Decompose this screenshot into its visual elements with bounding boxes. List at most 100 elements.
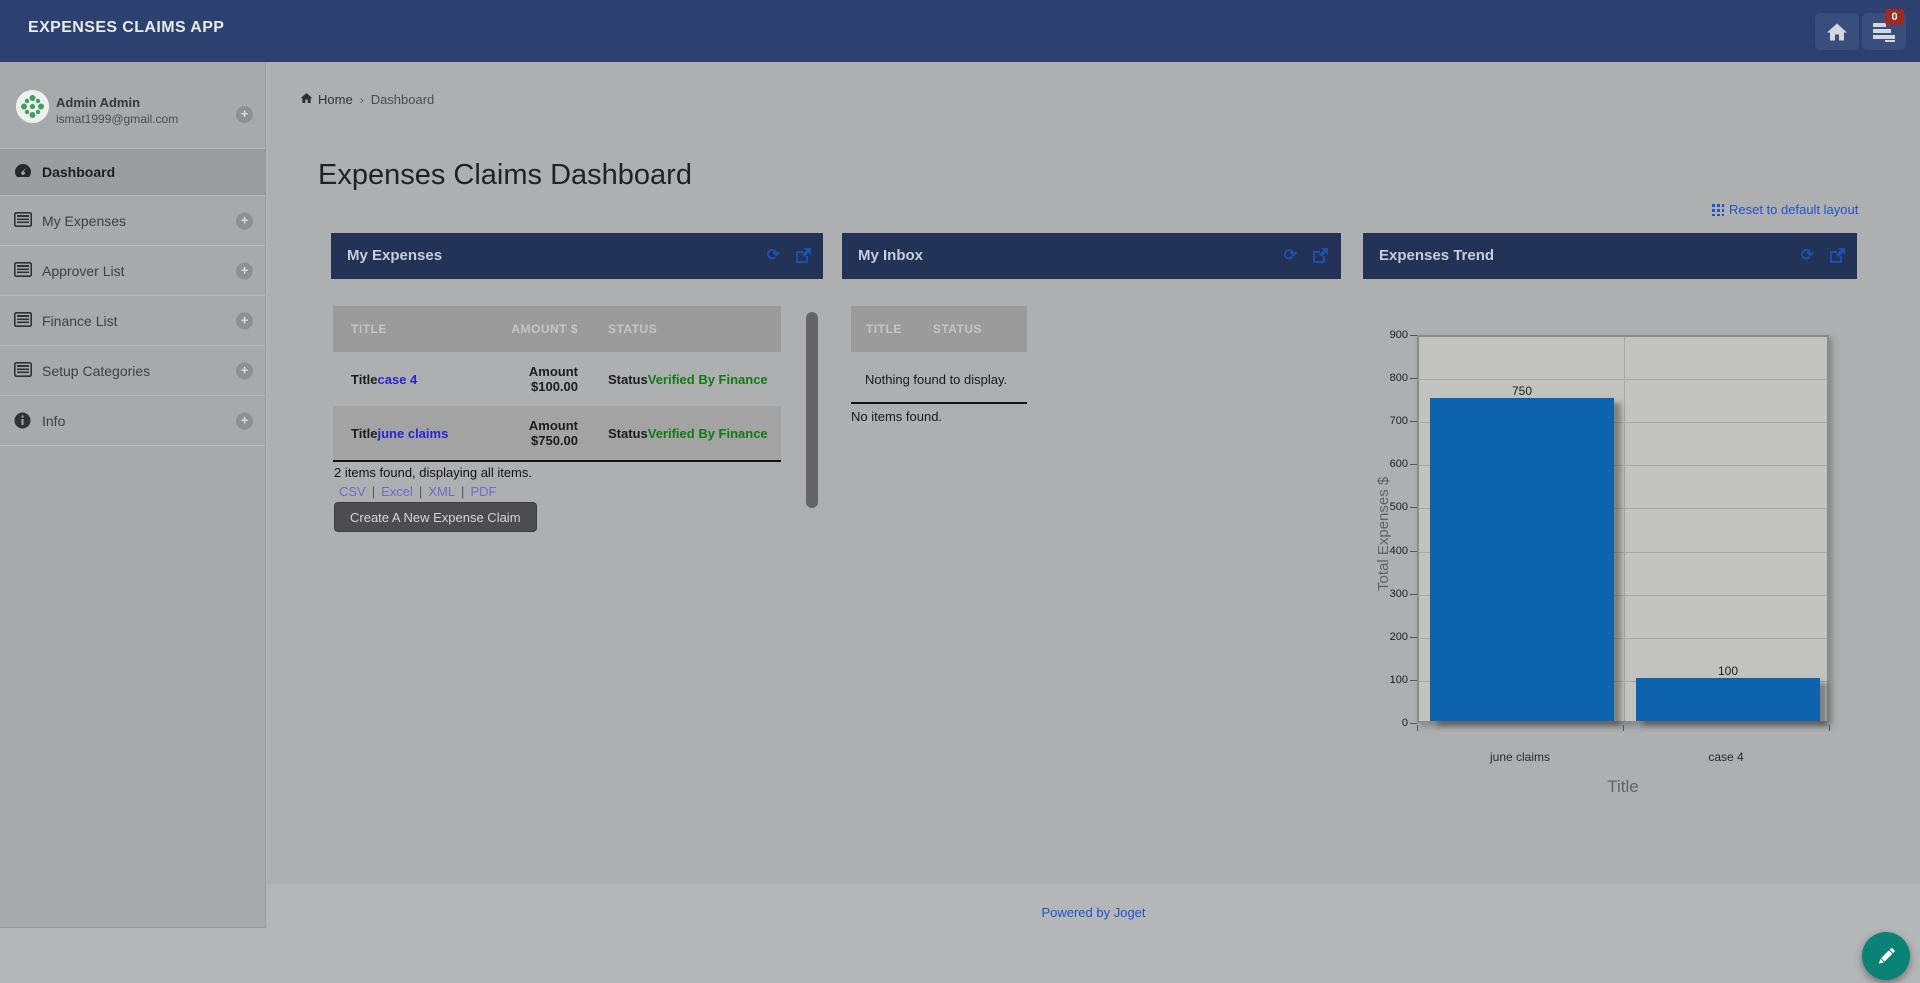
sidebar-item-label: My Expenses bbox=[42, 212, 127, 229]
breadcrumb-home-link[interactable]: Home bbox=[300, 92, 353, 107]
sidebar-item-info[interactable]: Info + bbox=[0, 396, 265, 446]
table-summary: 2 items found, displaying all items. bbox=[334, 465, 532, 480]
panel-expenses-trend-header[interactable]: Expenses Trend ⟳ bbox=[1363, 233, 1857, 279]
y-axis-title: Total Expenses $ bbox=[1375, 476, 1392, 591]
y-tick-label: 300 bbox=[1389, 587, 1408, 600]
export-link-xml[interactable]: XML bbox=[428, 484, 456, 499]
powered-by-link[interactable]: Powered by Joget bbox=[1041, 905, 1146, 920]
sidebar-menu: Dashboard My Expenses + Approver List + Finan… bbox=[0, 149, 265, 446]
avatar bbox=[16, 90, 49, 123]
list-icon bbox=[14, 361, 32, 380]
app-title: EXPENSES CLAIMS APP bbox=[28, 19, 225, 36]
sidebar-item-label: Info bbox=[42, 412, 66, 429]
chevron-right-icon: › bbox=[359, 92, 364, 107]
panel-my-inbox-header[interactable]: My Inbox ⟳ bbox=[842, 233, 1341, 279]
expand-plus-icon[interactable]: + bbox=[236, 312, 253, 329]
sidebar-item-dashboard[interactable]: Dashboard bbox=[0, 149, 265, 196]
cell-amount-prefix: Amount bbox=[528, 364, 578, 379]
sidebar-item-my-expenses[interactable]: My Expenses + bbox=[0, 196, 265, 246]
separator: | bbox=[418, 484, 423, 499]
y-tick-label: 600 bbox=[1389, 458, 1408, 471]
y-tick-mark bbox=[1410, 550, 1417, 552]
panel-title: My Expenses bbox=[347, 247, 443, 264]
panel-my-expenses-header[interactable]: My Expenses ⟳ bbox=[331, 233, 823, 279]
refresh-icon[interactable]: ⟳ bbox=[1283, 247, 1298, 264]
page-title: Expenses Claims Dashboard bbox=[318, 159, 692, 191]
user-expand-plus-icon[interactable]: + bbox=[236, 106, 253, 123]
gridline bbox=[1419, 508, 1827, 510]
sidebar-item-finance-list[interactable]: Finance List + bbox=[0, 296, 265, 346]
y-tick-label: 0 bbox=[1401, 717, 1408, 729]
refresh-icon[interactable]: ⟳ bbox=[766, 247, 781, 264]
gridline bbox=[1419, 637, 1827, 639]
y-tick-label: 100 bbox=[1389, 673, 1408, 686]
breadcrumb-current: Dashboard bbox=[370, 92, 435, 107]
record-link[interactable]: case 4 bbox=[377, 371, 418, 387]
y-tick-mark bbox=[1410, 679, 1417, 681]
bar-june-claims[interactable] bbox=[1430, 397, 1614, 721]
separator: | bbox=[371, 484, 376, 499]
expand-plus-icon[interactable]: + bbox=[236, 412, 253, 429]
amount-value: $100.00 bbox=[531, 379, 578, 394]
bar-case-4[interactable] bbox=[1636, 677, 1820, 721]
home-button[interactable] bbox=[1815, 13, 1859, 50]
gridline bbox=[1419, 594, 1827, 596]
sidebar-item-approver-list[interactable]: Approver List + bbox=[0, 246, 265, 296]
table-row[interactable]: Titlecase 4 Amount $100.00 StatusVerified … bbox=[333, 352, 781, 406]
column-header-title[interactable]: TITLE bbox=[866, 322, 902, 336]
edit-panel-icon[interactable] bbox=[1312, 247, 1329, 264]
export-link-csv[interactable]: CSV bbox=[339, 484, 366, 499]
reset-layout-link[interactable]: Reset to default layout bbox=[1712, 202, 1858, 217]
table-row[interactable]: Titlejune claims Amount $750.00 StatusVeri… bbox=[333, 406, 781, 462]
expand-plus-icon[interactable]: + bbox=[236, 362, 253, 379]
record-link[interactable]: june claims bbox=[377, 425, 449, 441]
y-tick-mark bbox=[1410, 335, 1417, 336]
gridline bbox=[1419, 551, 1827, 553]
breadcrumb: Home › Dashboard bbox=[300, 92, 434, 107]
cell-status-prefix: Status bbox=[608, 371, 648, 387]
y-tick-label: 900 bbox=[1389, 329, 1408, 341]
edit-panel-icon[interactable] bbox=[1829, 247, 1846, 264]
cell-status-prefix: Status bbox=[608, 425, 648, 441]
create-expense-button[interactable]: Create A New Expense Claim bbox=[334, 502, 537, 532]
user-name: Admin Admin bbox=[56, 95, 141, 110]
y-tick-mark bbox=[1410, 507, 1417, 509]
sidebar-item-label: Setup Categories bbox=[42, 362, 151, 379]
cell-amount: Amount $100.00 bbox=[483, 364, 578, 394]
column-header-amount-[interactable]: AMOUNT $ bbox=[511, 322, 578, 336]
y-tick-mark bbox=[1410, 421, 1417, 423]
expand-plus-icon[interactable]: + bbox=[236, 262, 253, 279]
footer: Powered by Joget bbox=[267, 905, 1920, 920]
cell-status: StatusVerified By Finance bbox=[578, 426, 781, 441]
status-value: Verified By Finance bbox=[647, 371, 768, 387]
sidebar-user-section[interactable]: Admin Admin ismat1999@gmail.com + bbox=[0, 62, 265, 149]
cell-title-prefix: Title bbox=[351, 425, 378, 441]
sidebar-item-setup-categories[interactable]: Setup Categories + bbox=[0, 346, 265, 396]
panel-scrollbar[interactable] bbox=[806, 312, 818, 508]
refresh-icon[interactable]: ⟳ bbox=[1800, 247, 1815, 264]
sidebar: Admin Admin ismat1999@gmail.com + Dashbo… bbox=[0, 62, 266, 928]
column-header-title[interactable]: TITLE bbox=[351, 322, 387, 336]
export-link-excel[interactable]: Excel bbox=[381, 484, 413, 499]
expenses-table-header: TITLE AMOUNT $ STATUS bbox=[333, 306, 781, 352]
panel-my-inbox: My Inbox ⟳ TITLE STATUS Nothing found to … bbox=[842, 233, 1341, 493]
inbox-table-header: TITLE STATUS bbox=[851, 306, 1027, 352]
cell-amount: Amount $750.00 bbox=[483, 418, 578, 448]
edit-panel-icon[interactable] bbox=[795, 247, 812, 264]
expand-plus-icon[interactable]: + bbox=[236, 212, 253, 229]
home-icon bbox=[300, 92, 313, 107]
y-tick-mark bbox=[1410, 723, 1417, 724]
column-header-status[interactable]: STATUS bbox=[608, 322, 658, 336]
column-header-status[interactable]: STATUS bbox=[932, 322, 983, 336]
edit-dashboard-fab[interactable] bbox=[1862, 932, 1910, 980]
top-navbar: EXPENSES CLAIMS APP 0 bbox=[0, 0, 1920, 62]
export-link-pdf[interactable]: PDF bbox=[470, 484, 497, 499]
cell-status: StatusVerified By Finance bbox=[578, 372, 781, 387]
y-tick-label: 400 bbox=[1389, 544, 1408, 557]
user-email: ismat1999@gmail.com bbox=[56, 112, 179, 126]
y-tick-label: 700 bbox=[1389, 415, 1408, 428]
status-value: Verified By Finance bbox=[647, 425, 768, 441]
cell-title: Titlejune claims bbox=[333, 426, 483, 441]
cell-amount-prefix: Amount bbox=[528, 418, 578, 433]
list-icon bbox=[14, 261, 32, 280]
